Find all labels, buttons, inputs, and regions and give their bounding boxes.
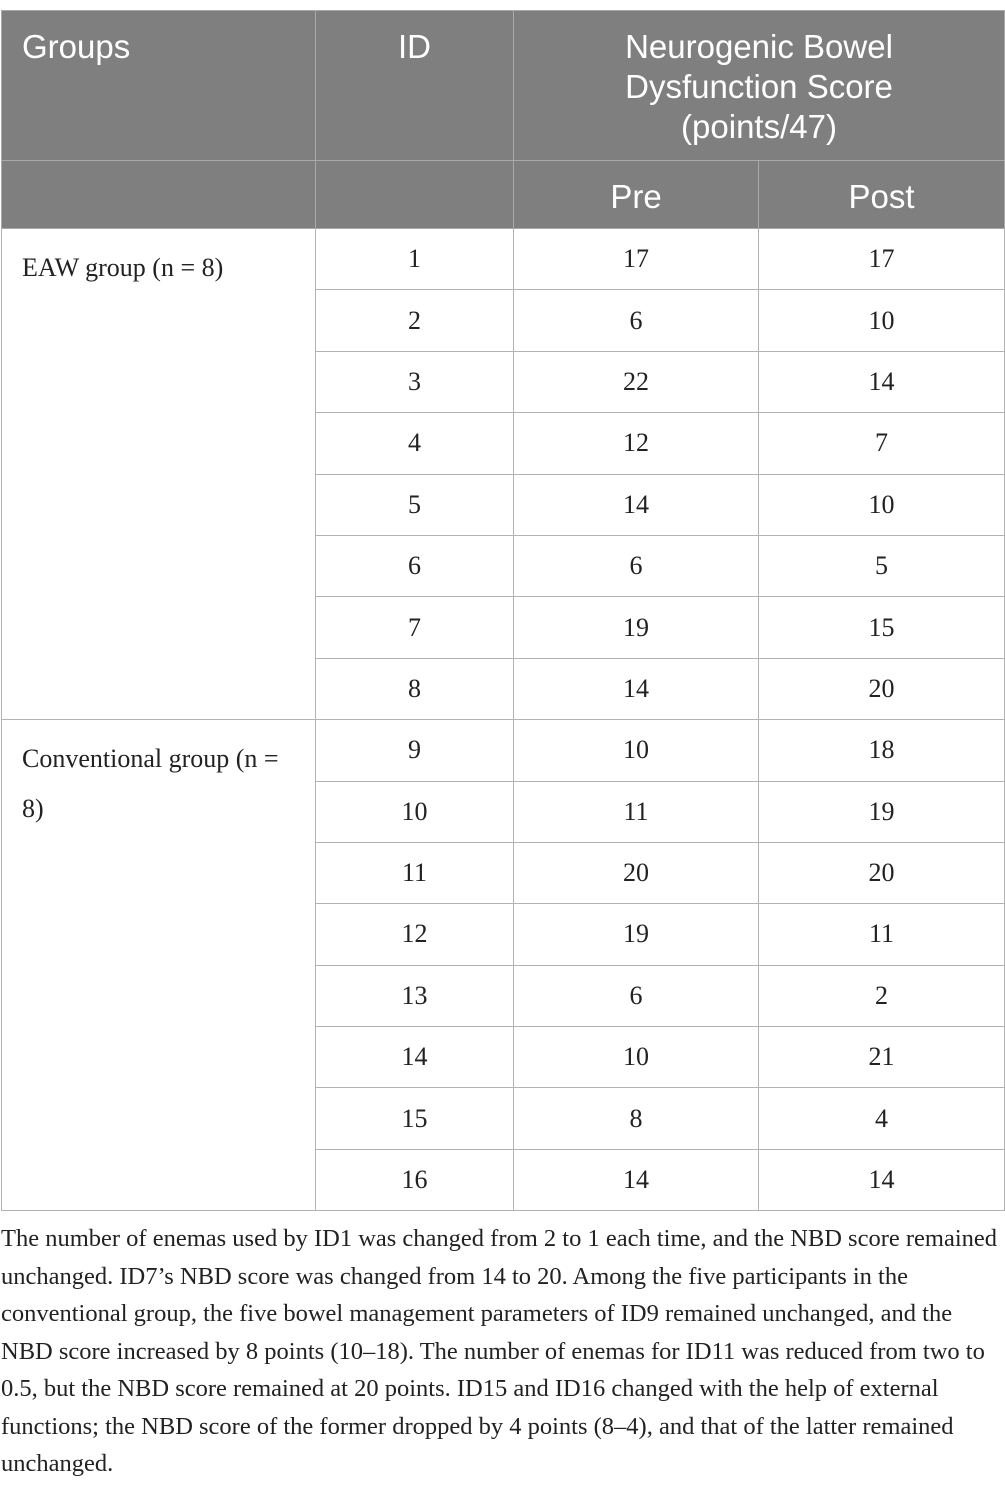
- header-cell: Groups: [1, 10, 316, 161]
- post-cell: 17: [757, 227, 1005, 291]
- pre-cell: 8: [513, 1087, 759, 1150]
- post-cell: 19: [757, 780, 1005, 843]
- post-cell: 15: [757, 596, 1005, 659]
- post-cell: 2: [757, 964, 1005, 1028]
- post-cell: 11: [757, 903, 1005, 966]
- table-row: EAW group (n = 8) 1 17 17: [1, 227, 1005, 721]
- table-row: Conventional group (n = 8) 9 10 18: [1, 719, 1005, 1212]
- header-cell: Neurogenic Bowel Dysfunction Score (poin…: [512, 10, 1005, 161]
- id-cell: 9: [315, 719, 514, 782]
- pre-cell: 6: [513, 964, 759, 1028]
- pre-cell: 14: [513, 657, 759, 721]
- pre-cell: 14: [513, 473, 759, 536]
- pre-cell: 19: [513, 903, 759, 966]
- id-cell: 10: [315, 780, 514, 843]
- pre-cell: 6: [513, 289, 759, 352]
- id-cell: 16: [315, 1148, 514, 1212]
- post-cell: 10: [757, 289, 1005, 352]
- id-cell: 7: [315, 596, 514, 659]
- table-row: 2 6 10: [2, 289, 1005, 352]
- table-row: 14 10 21: [2, 1026, 1005, 1089]
- pre-cell: 11: [513, 780, 759, 843]
- table-row: 7 19 15: [2, 596, 1005, 659]
- id-cell: 12: [315, 903, 514, 966]
- id-cell: 5: [315, 473, 514, 536]
- post-cell: 21: [757, 1026, 1005, 1089]
- data-table: Groups ID Neurogenic Bowel Dysfunction S…: [1, 10, 1005, 1212]
- table-row: 10 11 19: [2, 780, 1005, 843]
- table-row: 12 19 11: [2, 903, 1005, 966]
- header-cell: [315, 160, 514, 229]
- group-cell: Conventional group (n = 8): [1, 719, 316, 1212]
- header-cell: ID: [315, 10, 514, 161]
- post-cell: 20: [757, 841, 1005, 905]
- header-cell: [1, 160, 316, 229]
- pre-cell: 17: [513, 227, 759, 291]
- pre-cell: 20: [513, 841, 759, 905]
- post-cell: 20: [757, 657, 1005, 721]
- id-cell: 1: [315, 227, 514, 291]
- table-row: 11 20 20: [2, 841, 1005, 905]
- post-cell: 14: [757, 1148, 1005, 1212]
- table-row: 15 8 4: [2, 1087, 1005, 1150]
- post-cell: 5: [757, 534, 1005, 598]
- table-row: 3 22 14: [2, 350, 1005, 414]
- group-cell: EAW group (n = 8): [1, 227, 316, 721]
- pre-cell: 22: [513, 350, 759, 414]
- id-cell: 8: [315, 657, 514, 721]
- pre-cell: 10: [513, 1026, 759, 1089]
- table-body: EAW group (n = 8) 1 17 17 2 6 10 3 22 14 4 12 7 5 14 10…: [1, 227, 1005, 1212]
- pre-cell: 6: [513, 534, 759, 598]
- id-cell: 6: [315, 534, 514, 598]
- table-row: 16 14 14: [2, 1148, 1005, 1212]
- post-cell: 18: [757, 719, 1005, 782]
- pre-cell: 12: [513, 412, 759, 475]
- id-cell: 11: [315, 841, 514, 905]
- id-cell: 4: [315, 412, 514, 475]
- id-cell: 2: [315, 289, 514, 352]
- pre-cell: 19: [513, 596, 759, 659]
- pre-cell: 10: [513, 719, 759, 782]
- id-cell: 15: [315, 1087, 514, 1150]
- id-cell: 14: [315, 1026, 514, 1089]
- id-cell: 13: [315, 964, 514, 1028]
- header-cell: Post: [757, 160, 1005, 229]
- post-cell: 4: [757, 1087, 1005, 1150]
- post-cell: 10: [757, 473, 1005, 536]
- post-cell: 14: [757, 350, 1005, 414]
- header-cell: Pre: [513, 160, 759, 229]
- footnote: The number of enemas used by ID1 was cha…: [1, 1225, 998, 1477]
- pre-cell: 14: [513, 1148, 759, 1212]
- post-cell: 7: [757, 412, 1005, 475]
- id-cell: 3: [315, 350, 514, 414]
